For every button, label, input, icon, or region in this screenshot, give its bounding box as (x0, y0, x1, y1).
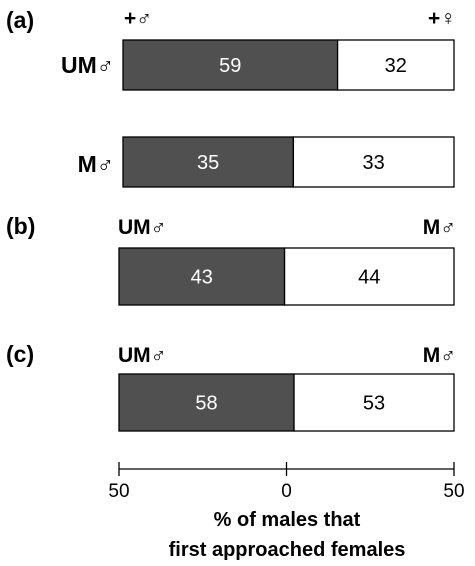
panel-0-bar-1-left-segment (122, 136, 295, 188)
x-axis-title-line-2: first approached females (169, 539, 406, 561)
panel-1-bar-0-right-value: 44 (358, 267, 380, 289)
panel-c-left-end-label: UM♂ (118, 344, 166, 367)
panel-0-bar-0-left-value: 59 (219, 55, 241, 77)
panel-2-bar-0-right-value: 53 (363, 393, 385, 415)
x-axis-ticks: 50 0 50 (108, 462, 465, 502)
x-axis-title-line-1: % of males that (214, 509, 361, 531)
panel-2-bar-0-left-segment (118, 373, 295, 432)
x-tick-label-2: 50 (443, 481, 464, 502)
panel-a-right-end-label: +♀ (428, 7, 456, 30)
panel-b-label: (b) (6, 213, 35, 239)
panel-a-label: (a) (6, 7, 34, 33)
panel-b-right-end-label: M♂ (423, 216, 456, 239)
panel-c-right-end-label: M♂ (423, 344, 456, 367)
panel-1-bar-0-left-value: 43 (191, 267, 213, 289)
panel-2-bar-0-right-segment (293, 373, 455, 432)
panel-1-bar-0-left-segment (118, 247, 286, 306)
panel-0-bar-1-left-value: 35 (197, 152, 219, 174)
panel-0-bar-1-right-segment (292, 136, 455, 188)
panel-2-bar-0-left-value: 58 (195, 393, 217, 415)
panel-b-left-end-label: UM♂ (118, 216, 166, 239)
x-tick-label-1: 0 (281, 481, 292, 502)
panel-1-bar-0-right-segment (283, 247, 455, 306)
panel-0-bar-0-left-segment (122, 39, 339, 91)
bars-group: 59 32 35 33 43 44 58 53 (118, 39, 455, 432)
panel-0-bar-1-right-value: 33 (363, 152, 385, 174)
panel-a-row-2-label: M♂ (78, 151, 114, 177)
panel-a-left-end-label: +♂ (124, 7, 152, 30)
panel-0-bar-0-right-segment (336, 39, 455, 91)
panel-0-bar-0-right-value: 32 (385, 55, 407, 77)
panel-c-label: (c) (6, 341, 34, 367)
panel-a-row-1-label: UM♂ (61, 52, 114, 78)
x-tick-label-0: 50 (108, 481, 129, 502)
